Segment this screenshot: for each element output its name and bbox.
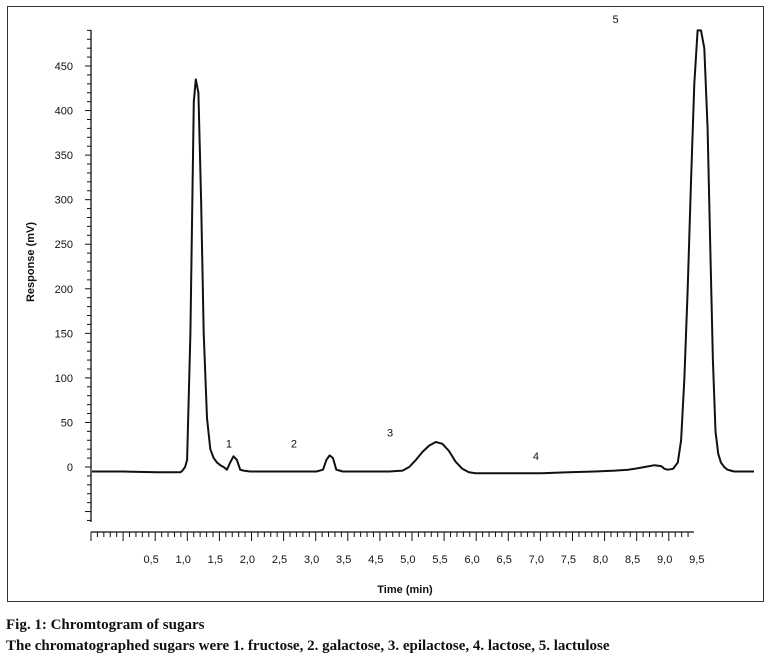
chromatogram-trace: [92, 29, 754, 475]
x-tick-label: 8,5: [625, 554, 640, 566]
peak-labels: 1 2 3 4 5: [226, 14, 619, 463]
y-tick-label: 0: [67, 462, 73, 474]
peak-label: 5: [612, 14, 618, 26]
x-tick-label: 7,5: [561, 554, 576, 566]
peak-label: 4: [533, 451, 539, 463]
y-tick-label: 150: [55, 328, 73, 340]
x-axis-title: Time (min): [377, 584, 433, 596]
y-tick-label: 400: [55, 106, 73, 118]
x-tick-label: 0,5: [143, 554, 158, 566]
y-tick-label: 250: [55, 239, 73, 251]
x-tick-label: 5,0: [400, 554, 415, 566]
y-tick-label: 350: [55, 150, 73, 162]
x-tick-label: 3,0: [304, 554, 319, 566]
x-tick-label: 9,0: [657, 554, 672, 566]
figure-frame: [7, 6, 764, 602]
peak-label: 3: [387, 428, 393, 440]
x-tick-label: 1,0: [176, 554, 191, 566]
x-tick-label: 6,0: [464, 554, 479, 566]
x-tick-label: 6,5: [497, 554, 512, 566]
x-tick-label: 2,5: [272, 554, 287, 566]
series-group: [92, 29, 754, 475]
y-tick-label: 300: [55, 195, 73, 207]
peak-label: 2: [291, 438, 297, 450]
y-tick-label: 100: [55, 373, 73, 385]
y-tick-label: 200: [55, 284, 73, 296]
x-tick-label: 8,0: [593, 554, 608, 566]
x-tick-label: 5,5: [432, 554, 447, 566]
x-axis: 0,5 1,0 1,5 2,0 2,5 3,0 3,5 4,5 5,0 5,5 6,0 6,5 7,0 7…: [90, 531, 704, 566]
x-tick-label: 1,5: [208, 554, 223, 566]
x-tick-label: 3,5: [336, 554, 351, 566]
caption-title: Fig. 1: Chromtogram of sugars: [6, 617, 205, 633]
x-tick-label: 7,0: [529, 554, 544, 566]
y-tick-label: 50: [61, 417, 73, 429]
peak-label: 1: [226, 438, 232, 450]
y-tick-label: 450: [55, 61, 73, 73]
y-axis-title: Response (mV): [25, 222, 37, 302]
y-axis: 0 50 100 150 200 250 300 350 400 450: [55, 29, 92, 522]
caption-description: The chromatographed sugars were 1. fruct…: [6, 638, 610, 654]
x-tick-label: 4,5: [368, 554, 383, 566]
chromatogram-chart: 0 50 100 150 200 250 300 350 400 450 0,5 1,0 1,5 2,0…: [25, 14, 754, 596]
x-tick-label: 9,5: [689, 554, 704, 566]
x-tick-label: 2,0: [240, 554, 255, 566]
figure-caption: Fig. 1: Chromtogram of sugars The chroma…: [6, 615, 766, 657]
